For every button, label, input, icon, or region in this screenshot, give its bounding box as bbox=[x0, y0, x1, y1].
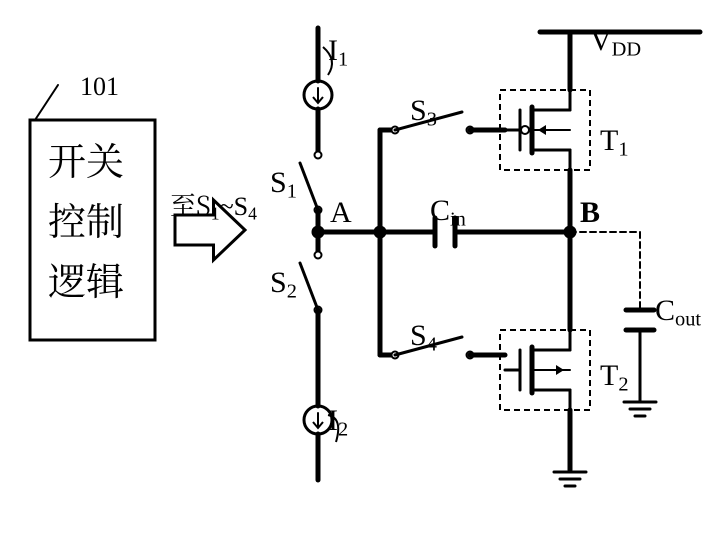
label-vdd: VDD bbox=[590, 24, 641, 60]
label-i1: I1 bbox=[328, 34, 348, 70]
control-box-ref: 101 bbox=[80, 72, 119, 101]
label-s3: S3 bbox=[410, 94, 437, 130]
label-t2: T2 bbox=[600, 359, 629, 395]
control-box-line-2: 逻辑 bbox=[48, 251, 124, 306]
control-box-line-0: 开关 bbox=[48, 131, 124, 186]
control-box-line-1: 控制 bbox=[48, 191, 124, 246]
label-s2: S2 bbox=[270, 266, 297, 302]
label-t1: T1 bbox=[600, 124, 629, 160]
label-i2: I2 bbox=[328, 404, 348, 440]
label-cout: Cout bbox=[655, 294, 701, 330]
label-s1: S1 bbox=[270, 166, 297, 202]
label-cin: Cin bbox=[430, 194, 466, 230]
label-s4: S4 bbox=[410, 319, 437, 355]
arrow-label: 至S1~S4 bbox=[170, 186, 257, 224]
node-b-label: B bbox=[580, 196, 600, 229]
node-a-label: A bbox=[330, 196, 352, 229]
